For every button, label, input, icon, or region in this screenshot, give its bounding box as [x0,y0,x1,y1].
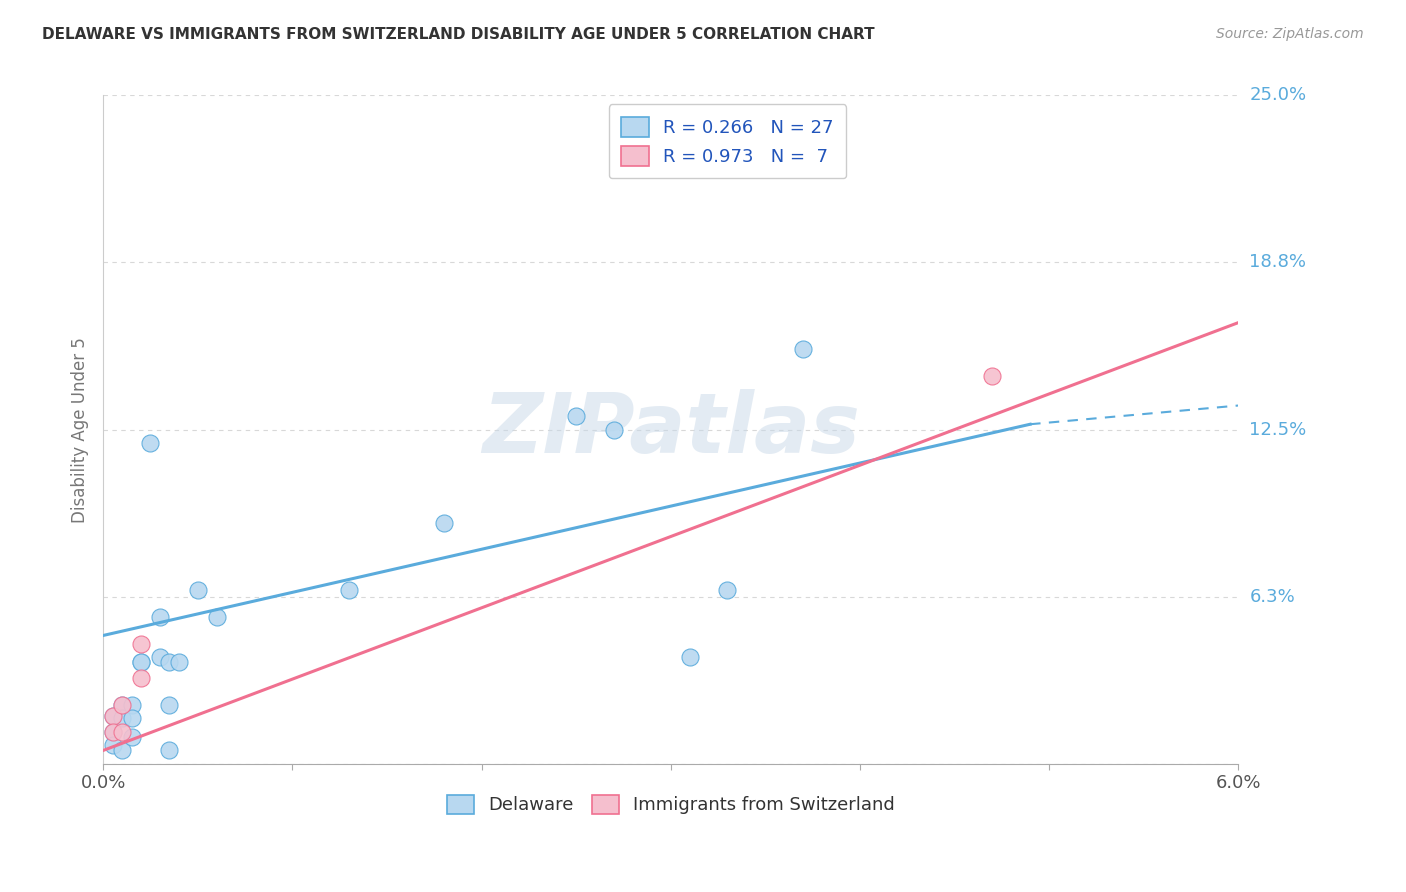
Y-axis label: Disability Age Under 5: Disability Age Under 5 [72,336,89,523]
Point [792,343,814,357]
Point [129,636,152,650]
Point [337,582,360,597]
Point [187,582,209,597]
Point [111,724,134,739]
Point [981,369,1004,384]
Point [101,724,124,739]
Point [129,655,152,669]
Point [149,609,172,624]
Text: Source: ZipAtlas.com: Source: ZipAtlas.com [1216,27,1364,41]
Point [149,649,172,664]
Point [121,698,143,712]
Legend: Delaware, Immigrants from Switzerland: Delaware, Immigrants from Switzerland [439,788,903,822]
Point [205,609,228,624]
Point [678,649,700,664]
Point [111,711,134,725]
Point [433,516,456,531]
Point [129,671,152,685]
Point [129,655,152,669]
Text: 12.5%: 12.5% [1250,421,1306,439]
Point [139,436,162,450]
Point [111,698,134,712]
Point [111,698,134,712]
Point [157,698,180,712]
Text: 25.0%: 25.0% [1250,87,1306,104]
Point [565,409,588,424]
Point [121,711,143,725]
Text: DELAWARE VS IMMIGRANTS FROM SWITZERLAND DISABILITY AGE UNDER 5 CORRELATION CHART: DELAWARE VS IMMIGRANTS FROM SWITZERLAND … [42,27,875,42]
Text: 6.3%: 6.3% [1250,588,1295,606]
Text: 18.8%: 18.8% [1250,253,1306,271]
Point [603,423,626,437]
Point [167,655,190,669]
Point [157,655,180,669]
Point [157,743,180,757]
Point [101,738,124,752]
Point [121,730,143,744]
Point [101,708,124,723]
Point [101,708,124,723]
Text: ZIPatlas: ZIPatlas [482,389,859,470]
Point [111,743,134,757]
Point [101,724,124,739]
Point [716,582,738,597]
